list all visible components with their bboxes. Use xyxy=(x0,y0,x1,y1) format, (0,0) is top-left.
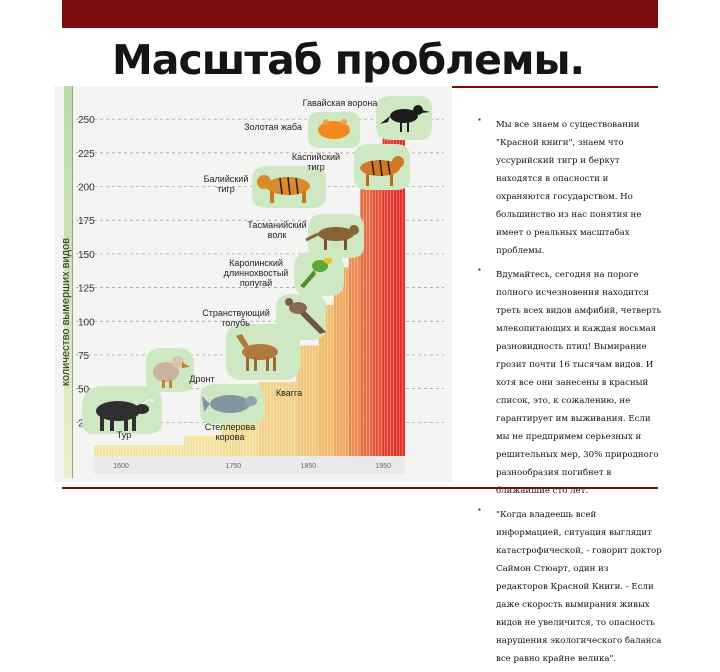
bullet-marker: ▪ xyxy=(478,115,481,124)
y-axis-title: количество вымерших видов xyxy=(60,237,72,387)
bullet-marker: ▪ xyxy=(478,265,481,274)
y-tick-label: 175 xyxy=(78,216,95,227)
bubble-golden-toad xyxy=(308,112,360,148)
x-axis-band xyxy=(94,456,405,474)
bar-texture xyxy=(183,435,222,456)
y-tick-label: 100 xyxy=(78,317,95,328)
bubble-sea-cow xyxy=(200,384,264,424)
bubble-dodo xyxy=(146,348,194,392)
x-tick-label: 1750 xyxy=(226,463,242,470)
extinction-chart: 2550751001251501752002252501600175018501… xyxy=(54,86,452,482)
divider-line-bottom xyxy=(62,487,658,489)
bullet-item: ▪ Мы все знаем о существовании "Красной … xyxy=(476,114,662,258)
bar-texture xyxy=(371,152,383,457)
bullet-item: ▪ Вдумайтесь, сегодня на пороге полного … xyxy=(476,264,662,498)
label-thylacine: Тасманийский волк xyxy=(247,220,307,240)
label-bali-tiger: Балийский тигр xyxy=(203,174,249,194)
thylacine-icon xyxy=(305,225,359,250)
y-tick-label: 225 xyxy=(78,149,95,160)
bar-texture xyxy=(333,267,349,456)
bubble-pigeon xyxy=(276,294,326,340)
bubble-parakeet xyxy=(294,252,344,296)
label-aurochs: Тур xyxy=(116,430,132,440)
sea-cow-icon xyxy=(202,395,257,413)
bar-texture xyxy=(348,226,361,456)
x-tick-label: 1850 xyxy=(301,463,317,470)
bar-texture xyxy=(94,445,184,456)
bar-texture xyxy=(296,345,319,456)
bullet-list: ▪ Мы все знаем о существовании "Красной … xyxy=(476,114,662,672)
label-sea-cow: Стеллерова корова xyxy=(204,422,256,442)
bubble-crow xyxy=(376,96,432,140)
label-quagga: Квагга xyxy=(275,388,303,398)
label-parakeet: Каролинский длиннохвостый попугай xyxy=(223,258,289,288)
bar-texture xyxy=(318,305,334,456)
y-tick-label: 125 xyxy=(78,284,95,295)
label-caspian-tiger: Каспийский тигр xyxy=(291,152,341,172)
bubble-bali-tiger xyxy=(252,166,326,208)
y-tick-label: 200 xyxy=(78,183,95,194)
bali-tiger-icon xyxy=(257,175,310,203)
y-tick-label: 50 xyxy=(78,385,90,396)
golden-toad-icon xyxy=(318,119,350,139)
bullet-text: "Когда владеешь всей информацией, ситуац… xyxy=(496,510,662,664)
y-tick-label: 250 xyxy=(78,115,95,126)
label-pigeon: Странствующий голубь xyxy=(202,308,270,328)
bar-texture xyxy=(258,381,297,456)
caspian-tiger-icon xyxy=(360,156,404,186)
y-tick-label: 150 xyxy=(78,250,95,261)
bar-texture xyxy=(382,125,394,457)
aurochs-icon xyxy=(96,399,155,431)
pigeon-icon xyxy=(285,298,326,334)
bullet-marker: ▪ xyxy=(478,505,481,514)
bubble-aurochs xyxy=(82,386,162,434)
x-tick-label: 1950 xyxy=(375,463,391,470)
y-axis-line xyxy=(72,86,73,478)
x-tick-label: 1600 xyxy=(113,463,129,470)
bullet-text: Мы все знаем о существовании "Красной кн… xyxy=(496,120,642,256)
label-crow: Гавайская ворона xyxy=(302,98,378,108)
top-decoration-bar xyxy=(62,0,658,28)
quagga-icon xyxy=(236,334,278,371)
slide-title: Масштаб проблемы. xyxy=(112,36,585,84)
bar-texture xyxy=(393,108,405,457)
bubble-quagga xyxy=(226,324,300,380)
bubble-thylacine xyxy=(305,214,364,258)
y-tick-label: 75 xyxy=(78,351,90,362)
extinction-chart-svg: 2550751001251501752002252501600175018501… xyxy=(64,86,444,478)
label-golden-toad: Золотая жаба xyxy=(244,122,302,132)
bubble-caspian-tiger xyxy=(354,144,410,190)
axis-color-strip xyxy=(64,86,72,478)
crow-icon xyxy=(380,105,430,132)
dodo-icon xyxy=(153,356,190,388)
bullet-text: Вдумайтесь, сегодня на пороге полного ис… xyxy=(496,270,662,496)
bar-texture xyxy=(360,189,372,456)
bullet-item: ▪ "Когда владеешь всей информацией, ситу… xyxy=(476,504,662,666)
label-dodo: Дронт xyxy=(189,374,215,384)
